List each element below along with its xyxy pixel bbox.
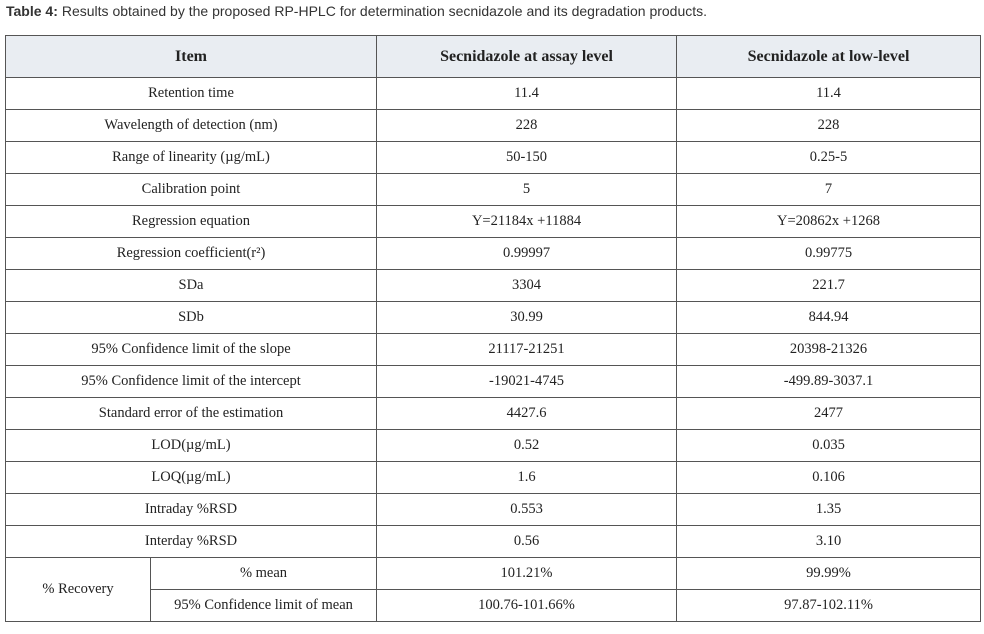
value-cell: 844.94 xyxy=(676,301,982,334)
value-cell: 0.99775 xyxy=(676,237,982,270)
row-label: SDb xyxy=(4,301,378,334)
recovery-row: 95% Confidence limit of mean 100.76-101.6… xyxy=(6,589,982,622)
header-cell: Item xyxy=(4,35,378,78)
value-cell: 1.6 xyxy=(376,461,678,494)
row-label: SDa xyxy=(4,269,378,302)
value-cell: 11.4 xyxy=(676,77,982,110)
value-cell: 101.21% xyxy=(376,557,678,590)
value-cell: 221.7 xyxy=(676,269,982,302)
value-cell: 0.106 xyxy=(676,461,982,494)
value-cell: -499.89-3037.1 xyxy=(676,365,982,398)
value-cell: 228 xyxy=(376,109,678,142)
row-label: Standard error of the estimation xyxy=(4,397,378,430)
value-cell: 97.87-102.11% xyxy=(676,589,982,622)
value-cell: 21117-21251 xyxy=(376,333,678,366)
row-label: Regression equation xyxy=(4,205,378,238)
value-cell: -19021-4745 xyxy=(376,365,678,398)
row-label: Intraday %RSD xyxy=(4,493,378,526)
row-label: 95% Confidence limit of the slope xyxy=(4,333,378,366)
row-sublabel: 95% Confidence limit of mean xyxy=(149,589,378,622)
header-cell: Secnidazole at low-level xyxy=(676,35,982,78)
value-cell: Y=20862x +1268 xyxy=(676,205,982,238)
value-cell: 0.99997 xyxy=(376,237,678,270)
row-label: Interday %RSD xyxy=(4,525,378,558)
header-row: Item Secnidazole at assay level Secnidazol… xyxy=(4,35,982,78)
value-cell: Y=21184x +11884 xyxy=(376,205,678,238)
value-cell: 50-150 xyxy=(376,141,678,174)
results-table: Item Secnidazole at assay level Secnidazol… xyxy=(4,35,982,622)
value-cell: 228 xyxy=(676,109,982,142)
row-label: Regression coefficient(r²) xyxy=(4,237,378,270)
recovery-label: % Recovery xyxy=(5,557,151,622)
value-cell: 3304 xyxy=(376,269,678,302)
data-row: Standard error of the estimation 4427.6 24… xyxy=(4,397,982,430)
data-row: 95% Confidence limit of the intercept -19… xyxy=(4,365,982,398)
value-cell: 1.35 xyxy=(676,493,982,526)
value-cell: 0.035 xyxy=(676,429,982,462)
data-row: SDb 30.99 844.94 xyxy=(4,301,982,334)
value-cell: 99.99% xyxy=(676,557,982,590)
data-row: Regression equation Y=21184x +11884 Y=2086… xyxy=(4,205,982,238)
value-cell: 2477 xyxy=(676,397,982,430)
data-row: LOQ(µg/mL) 1.6 0.106 xyxy=(4,461,982,494)
data-row: SDa 3304 221.7 xyxy=(4,269,982,302)
caption-label: Table 4: xyxy=(6,3,58,19)
data-row: Calibration point 5 7 xyxy=(4,173,982,206)
row-label: Wavelength of detection (nm) xyxy=(4,109,378,142)
value-cell: 7 xyxy=(676,173,982,206)
value-cell: 4427.6 xyxy=(376,397,678,430)
value-cell: 0.52 xyxy=(376,429,678,462)
data-row: Regression coefficient(r²) 0.99997 0.99775 xyxy=(4,237,982,270)
data-row: LOD(µg/mL) 0.52 0.035 xyxy=(4,429,982,462)
recovery-row: % Recovery% mean 101.21% 99.99% xyxy=(5,557,982,622)
data-row: Wavelength of detection (nm) 228 228 xyxy=(4,109,982,142)
value-cell: 20398-21326 xyxy=(676,333,982,366)
data-row: Retention time 11.4 11.4 xyxy=(4,77,982,110)
row-label: Range of linearity (µg/mL) xyxy=(4,141,378,174)
row-label: Retention time xyxy=(4,77,378,110)
caption: Table 4: Results obtained by the proposed… xyxy=(6,3,707,19)
value-cell: 30.99 xyxy=(376,301,678,334)
value-cell: 5 xyxy=(376,173,678,206)
row-label: LOD(µg/mL) xyxy=(4,429,378,462)
data-row: Range of linearity (µg/mL) 50-150 0.25-5 xyxy=(4,141,982,174)
data-row: 95% Confidence limit of the slope 21117-2… xyxy=(4,333,982,366)
row-sublabel: % mean xyxy=(149,557,378,590)
value-cell: 3.10 xyxy=(676,525,982,558)
value-cell: 0.56 xyxy=(376,525,678,558)
data-row: Interday %RSD 0.56 3.10 xyxy=(4,525,982,558)
value-cell: 0.553 xyxy=(376,493,678,526)
row-label: LOQ(µg/mL) xyxy=(4,461,378,494)
value-cell: 100.76-101.66% xyxy=(376,589,678,622)
data-row: Intraday %RSD 0.553 1.35 xyxy=(4,493,982,526)
value-cell: 11.4 xyxy=(376,77,678,110)
value-cell: 0.25-5 xyxy=(676,141,982,174)
header-cell: Secnidazole at assay level xyxy=(376,35,678,78)
row-label: Calibration point xyxy=(4,173,378,206)
caption-text: Results obtained by the proposed RP-HPLC… xyxy=(61,3,708,19)
row-label: 95% Confidence limit of the intercept xyxy=(4,365,378,398)
